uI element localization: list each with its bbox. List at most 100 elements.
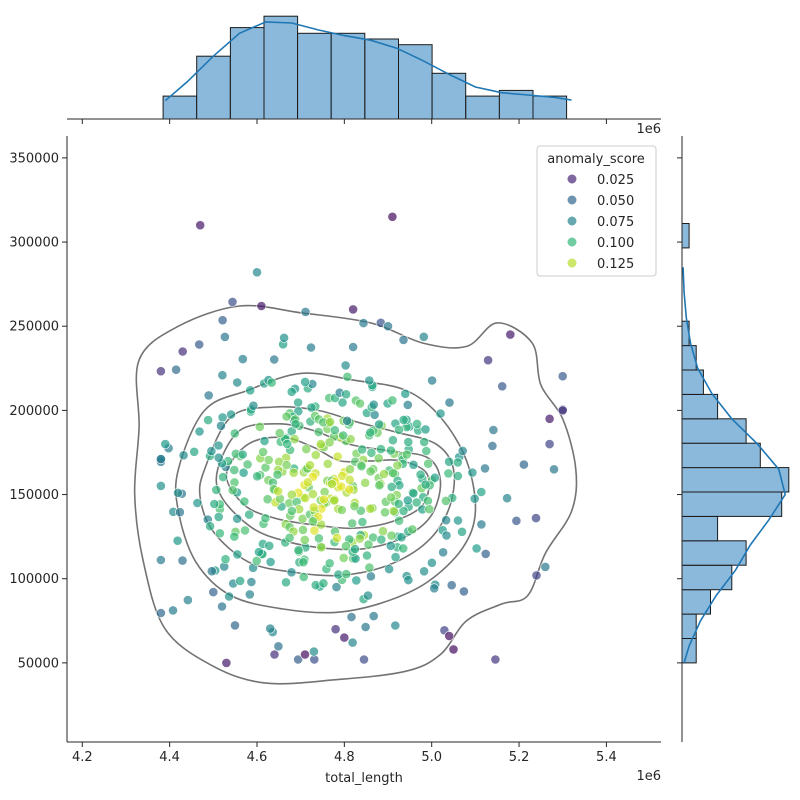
scatter-point	[339, 632, 350, 643]
scatter-point	[341, 541, 351, 551]
scatter-point	[203, 390, 214, 401]
scatter-point	[490, 654, 501, 665]
scatter-point	[298, 525, 308, 535]
scatter-point	[476, 487, 487, 497]
scatter-point	[469, 493, 480, 504]
scatter-point	[219, 331, 230, 342]
scatter-point	[362, 550, 372, 561]
scatter-point	[505, 329, 516, 340]
scatter-point	[274, 428, 285, 438]
scatter-point	[251, 556, 262, 566]
scatter-point	[254, 421, 265, 432]
scatter-point	[350, 544, 360, 554]
y-hist-bar	[681, 418, 747, 444]
scatter-point	[440, 495, 451, 506]
x-hist-bar	[229, 27, 265, 120]
scatter-point	[396, 532, 407, 543]
scatter-point	[289, 434, 300, 444]
scatter-point	[354, 533, 365, 544]
x-offset-label-top: 1e6	[636, 122, 661, 137]
scatter-point	[457, 526, 467, 537]
scatter-point	[217, 370, 228, 381]
scatter-point	[341, 389, 351, 400]
scatter-point	[348, 342, 358, 352]
scatter-point	[329, 495, 339, 506]
scatter-point	[182, 595, 193, 605]
scatter-point	[269, 354, 280, 365]
scatter-point	[262, 494, 273, 505]
scatter-point	[265, 557, 276, 567]
scatter-point	[259, 436, 270, 446]
scatter-point	[444, 631, 455, 641]
scatter-point	[398, 414, 409, 425]
scatter-point	[351, 575, 362, 586]
scatter-point	[401, 449, 412, 460]
scatter-point	[308, 646, 319, 657]
scatter-point	[155, 555, 166, 565]
scatter-point	[412, 418, 422, 429]
scatter-point	[209, 499, 220, 509]
scatter-point	[230, 620, 240, 631]
scatter-point	[273, 486, 283, 497]
scatter-point	[309, 525, 320, 536]
scatter-point	[252, 267, 262, 278]
scatter-point	[420, 479, 431, 490]
scatter-point	[336, 505, 347, 515]
scatter-point	[242, 459, 253, 470]
scatter-point	[318, 578, 329, 589]
scatter-point	[300, 493, 311, 503]
scatter-point	[178, 450, 189, 461]
scatter-point	[273, 641, 284, 652]
scatter-point	[306, 342, 316, 353]
scatter-point	[423, 458, 434, 469]
scatter-point	[313, 427, 324, 437]
scatter-point	[349, 501, 360, 512]
scatter-point	[213, 452, 224, 463]
scatter-point	[326, 479, 337, 489]
scatter-point	[229, 465, 240, 475]
scatter-point	[344, 484, 355, 495]
scatter-point	[363, 539, 374, 550]
scatter-point	[357, 444, 367, 455]
scatter-point	[258, 447, 268, 457]
scatter-point	[235, 576, 245, 586]
x-tick-label: 4.6	[247, 750, 268, 765]
scatter-point	[379, 469, 389, 479]
scatter-point	[340, 360, 351, 371]
scatter-point	[348, 304, 358, 315]
scatter-point	[407, 524, 418, 535]
scatter-point	[260, 513, 271, 524]
scatter-point	[402, 399, 413, 410]
scatter-point	[452, 471, 463, 481]
y-tick-label: 300000	[9, 236, 59, 251]
scatter-point	[531, 513, 541, 523]
legend-entries: 0.025 0.050 0.075 0.100 0.125	[566, 173, 634, 272]
scatter-point	[383, 321, 393, 332]
scatter-point	[325, 417, 335, 427]
scatter-point	[298, 557, 309, 568]
scatter-point	[330, 624, 341, 635]
scatter-point	[357, 517, 368, 527]
scatter-point	[318, 494, 329, 505]
x-hist-bar	[364, 38, 399, 120]
y-hist-bar	[681, 540, 747, 566]
scatter-point	[344, 474, 355, 485]
x-hist-bar	[431, 72, 467, 120]
scatter-point	[171, 364, 181, 375]
scatter-point	[384, 564, 394, 574]
scatter-point	[272, 469, 283, 480]
scatter-point	[365, 427, 376, 438]
scatter-point	[160, 439, 171, 449]
scatter-point	[194, 426, 205, 437]
scatter-point	[245, 385, 256, 396]
scatter-point	[403, 437, 414, 447]
scatter-point	[365, 571, 376, 582]
x-hist-bar	[297, 32, 332, 120]
scatter-point	[227, 296, 238, 307]
scatter-point	[419, 437, 430, 447]
scatter-point	[282, 438, 293, 449]
scatter-point	[206, 566, 217, 577]
scatter-point	[363, 590, 373, 601]
scatter-point	[211, 484, 222, 495]
